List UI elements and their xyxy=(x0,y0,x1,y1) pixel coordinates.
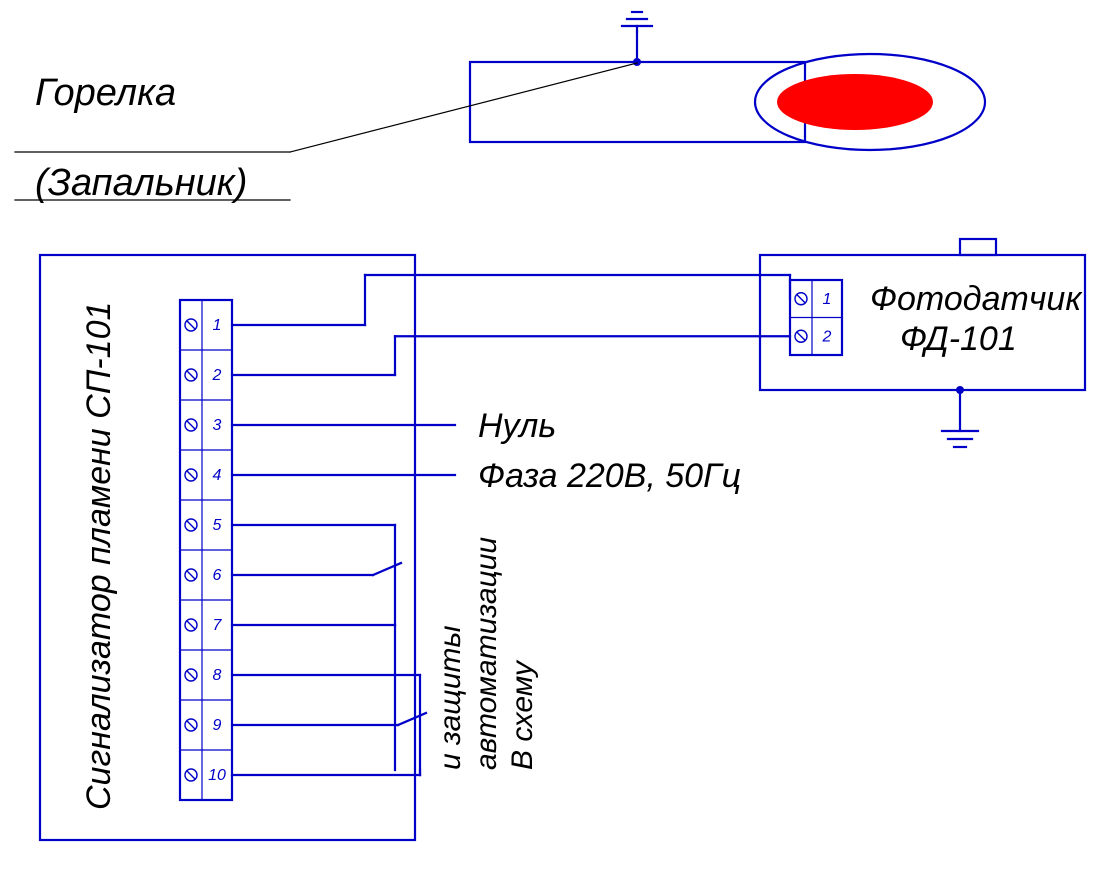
burner-ground-node xyxy=(633,58,641,66)
sp101-terminal-num-7: 7 xyxy=(213,617,223,634)
scheme-label-3: и защиты xyxy=(434,625,467,770)
sp101-terminal-num-1: 1 xyxy=(213,317,222,334)
fd101-label-1: Фотодатчик xyxy=(870,280,1083,318)
sp101-terminal-num-8: 8 xyxy=(213,667,222,684)
burner-label-2: (Запальник) xyxy=(35,162,247,204)
fd101-label-2: ФД-101 xyxy=(900,320,1017,358)
fd101-top-stub xyxy=(960,239,996,255)
fd101-terminal-num-1: 1 xyxy=(823,291,832,308)
sp101-terminal-num-4: 4 xyxy=(213,467,222,484)
sp101-terminal-num-10: 10 xyxy=(208,767,226,784)
sp101-terminal-num-5: 5 xyxy=(213,517,222,534)
sp101-terminal-block: 1 2 3 4 5 6 7 8 9 10 xyxy=(180,300,232,800)
sp101-label: Сигнализатор пламени СП-101 xyxy=(80,302,118,810)
sp101-terminal-num-3: 3 xyxy=(213,417,222,434)
sp101-terminal-num-9: 9 xyxy=(213,717,222,734)
burner-label-1: Горелка xyxy=(35,72,176,114)
flame-inner xyxy=(777,74,933,130)
label-phase: Фаза 220В, 50Гц xyxy=(478,457,741,495)
burner-leader xyxy=(290,63,637,152)
fd101-terminal-block: 12 xyxy=(790,280,842,355)
sp101-terminal-num-2: 2 xyxy=(212,367,222,384)
label-null: Нуль xyxy=(478,407,556,445)
scheme-label-2: автоматизации xyxy=(470,537,503,770)
scheme-label-1: В схему xyxy=(506,659,539,770)
fd101-terminal-num-2: 2 xyxy=(822,328,832,345)
sp101-terminal-num-6: 6 xyxy=(213,567,222,584)
